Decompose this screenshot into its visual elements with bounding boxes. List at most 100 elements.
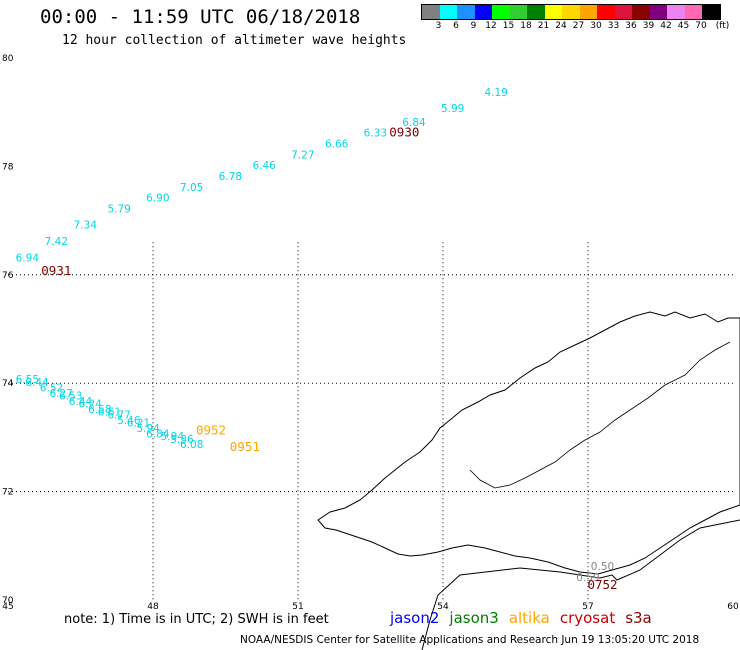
swh-label-south: 6.44: [25, 377, 49, 389]
satellite-name: altika: [508, 609, 550, 627]
swh-label-north: 7.27: [291, 149, 314, 161]
swh-label-south: 6.58: [88, 404, 111, 416]
swh-label-south: 6.53: [59, 390, 82, 402]
swh-label-north: 6.90: [146, 193, 169, 205]
swh-label-south: 6.44: [69, 396, 93, 408]
y-tick-label: 80: [2, 54, 14, 64]
x-tick-label: 54: [437, 602, 449, 612]
swh-label-south: 6.52: [40, 382, 63, 394]
orbit-label: 0752: [587, 577, 617, 592]
legend-label: 15: [502, 21, 515, 31]
swh-label-south: 6.77: [107, 409, 130, 421]
coastline: [317, 311, 740, 650]
swh-label-north: 7.05: [180, 182, 203, 194]
legend-label: 39: [642, 21, 655, 31]
altika-label: 0952: [196, 423, 226, 438]
altika-label: 0951: [230, 439, 260, 454]
legend-swatch: [527, 5, 545, 19]
swh-label-north: 7.42: [45, 236, 68, 248]
coastline-novaya-zemlya: [317, 311, 740, 575]
coastline-inner: [469, 341, 731, 489]
map-title: 00:00 - 11:59 UTC 06/18/2018: [40, 6, 361, 28]
color-legend-labels: 3 6 9 12 15 18 21 24 27 30 33 36 39 42 45 70 (ft): [421, 21, 740, 33]
legend-swatch: [597, 5, 615, 19]
legend-swatch: [702, 5, 720, 19]
s3a-label: 0.50: [591, 561, 614, 573]
swh-label-south: 6.27: [49, 388, 72, 400]
legend-label: 36: [625, 21, 637, 31]
swh-label-north: 6.78: [219, 171, 242, 183]
swh-label-north: 6.46: [252, 160, 276, 172]
swh-label-south: 5.94: [161, 431, 185, 443]
legend-swatch: [579, 5, 597, 19]
swh-label-north: 6.94: [16, 252, 40, 264]
swh-label-north: 6.33: [364, 128, 387, 140]
legend-swatch: [492, 5, 510, 19]
legend-swatch: [562, 5, 580, 19]
axis-ticks: 70 72 74 76 78 80 45 48 51 54 57 60: [2, 54, 739, 612]
x-tick-label: 60: [727, 602, 739, 612]
satellite-name: cryosat: [559, 609, 616, 627]
coastline-south: [421, 519, 740, 650]
swh-label-north: 7.34: [74, 220, 98, 232]
y-tick-label: 74: [2, 379, 14, 389]
swh-label-south: 6.61: [98, 407, 121, 419]
credit-line: NOAA/NESDIS Center for Satellite Applica…: [240, 634, 700, 646]
x-tick-label: 45: [2, 602, 13, 612]
y-tick-label: 76: [2, 271, 14, 281]
swh-label-north: 6.84: [402, 117, 426, 129]
satellite-name: s3a: [625, 609, 652, 627]
legend-swatch: [544, 5, 562, 19]
graticule: [8, 242, 733, 600]
legend-swatch: [614, 5, 632, 19]
legend-unit: (ft): [715, 21, 730, 31]
legend-label: 18: [520, 21, 532, 31]
swh-label-south: 6.21: [127, 418, 150, 430]
legend-label: 42: [660, 21, 672, 31]
legend-swatch: [684, 5, 702, 19]
legend-label: 21: [537, 21, 550, 31]
legend-swatch: [509, 5, 527, 19]
x-tick-label: 57: [582, 602, 593, 612]
footnote: note: 1) Time is in UTC; 2) SWH is in fe…: [64, 612, 329, 627]
legend-swatch: [632, 5, 650, 19]
swh-label-north: 5.99: [441, 103, 464, 115]
orbit-label: 0930: [389, 125, 419, 140]
swh-label-south: 5.94: [136, 423, 160, 435]
legend-label: 45: [677, 21, 690, 31]
swh-label-south: 6.55: [16, 374, 39, 386]
legend-swatch: [667, 5, 685, 19]
x-tick-label: 51: [292, 602, 303, 612]
orbit-label: 0931: [41, 263, 71, 278]
legend-label: 6: [453, 21, 459, 31]
swh-points: 6.94 7.42 7.34 5.79 6.90 7.05 6.78 6.46 7.27 6.66…: [16, 87, 618, 592]
swh-label-north: 6.66: [325, 138, 349, 150]
y-tick-label: 78: [2, 162, 14, 172]
legend-label: 9: [470, 21, 477, 31]
satellite-legend: jason2 jason3 altika cryosat s3a: [390, 609, 662, 627]
swh-label-south: 6.08: [180, 439, 203, 451]
legend-label: 33: [607, 21, 620, 31]
swh-label-north: 4.19: [484, 87, 507, 99]
swh-label-south: 6.84: [146, 428, 170, 440]
swh-label-south: 5.46: [117, 415, 141, 427]
swh-label-south: 5.36: [170, 434, 194, 446]
legend-swatch: [457, 5, 475, 19]
legend-swatch: [649, 5, 667, 19]
swh-label-north: 5.79: [107, 203, 130, 215]
legend-swatch: [474, 5, 492, 19]
legend-label: 12: [485, 21, 497, 31]
swh-label-south: 6.24: [78, 399, 102, 411]
y-tick-label: 72: [2, 488, 13, 498]
satellite-name: jason2: [390, 609, 440, 627]
x-tick-label: 48: [147, 602, 159, 612]
legend-label: 70: [695, 21, 707, 31]
legend-label: 27: [572, 21, 585, 31]
color-legend: [421, 4, 721, 20]
satellite-name: jason3: [449, 609, 499, 627]
legend-swatch: [422, 5, 440, 19]
legend-label: 3: [435, 21, 442, 31]
map-subtitle: 12 hour collection of altimeter wave hei…: [62, 33, 407, 48]
legend-swatch: [439, 5, 457, 19]
